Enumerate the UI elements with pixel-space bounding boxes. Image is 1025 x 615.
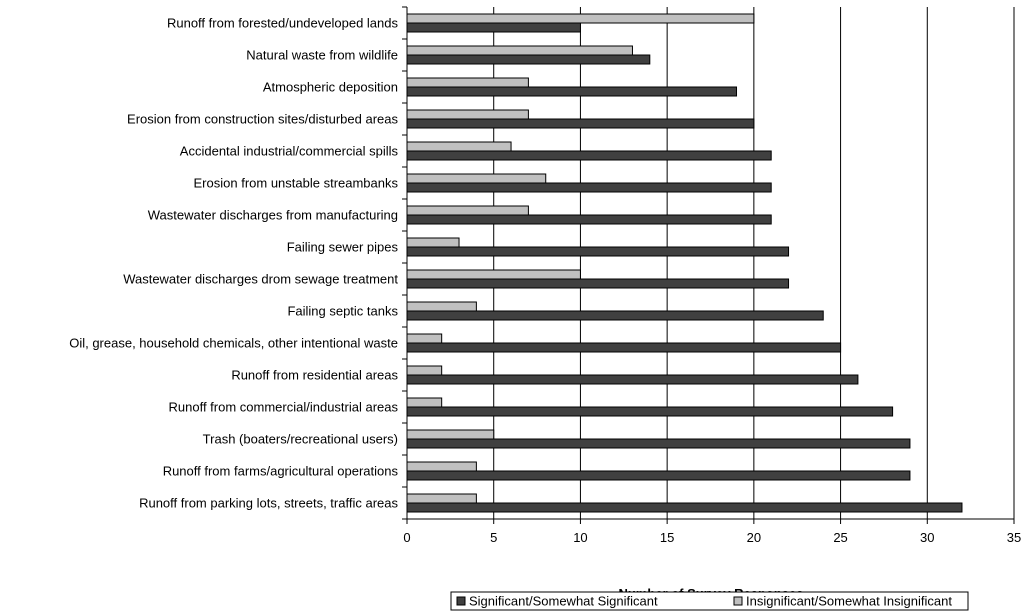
bar-insignificant-8 xyxy=(406,269,581,280)
category-label: Accidental industrial/commercial spills xyxy=(180,144,399,159)
bar-insignificant-0 xyxy=(406,13,755,24)
bar-significant-5 xyxy=(406,182,772,193)
category-label: Wastewater discharges drom sewage treatm… xyxy=(123,272,398,287)
category-label: Failing sewer pipes xyxy=(287,240,399,255)
bar-significant-3 xyxy=(406,118,755,129)
legend-box xyxy=(450,591,969,611)
bar-significant-12 xyxy=(406,406,894,417)
category-label: Erosion from unstable streambanks xyxy=(194,176,399,191)
category-label: Natural waste from wildlife xyxy=(246,48,398,63)
category-label: Oil, grease, household chemicals, other … xyxy=(69,336,398,351)
bar-insignificant-1 xyxy=(406,45,633,56)
category-label: Wastewater discharges from manufacturing xyxy=(148,208,398,223)
axes xyxy=(402,6,1015,524)
bar-insignificant-9 xyxy=(406,301,477,312)
x-tick-labels: 0 5 10 15 20 25 30 35 xyxy=(403,530,1021,545)
category-label: Runoff from farms/agricultural operation… xyxy=(163,464,399,479)
category-label: Runoff from parking lots, streets, traff… xyxy=(139,496,398,511)
bar-significant-14 xyxy=(406,470,911,481)
bar-significant-6 xyxy=(406,214,772,225)
legend-swatch-insignificant xyxy=(733,596,743,606)
bar-significant-15 xyxy=(406,502,963,513)
bar-insignificant-6 xyxy=(406,205,529,216)
bar-insignificant-15 xyxy=(406,493,477,504)
legend-label-significant: Significant/Somewhat Significant xyxy=(469,594,658,609)
x-tick-label-10: 10 xyxy=(573,530,587,545)
x-tick-label-30: 30 xyxy=(920,530,934,545)
bar-insignificant-5 xyxy=(406,173,547,184)
bar-insignificant-12 xyxy=(406,397,443,408)
bar-significant-10 xyxy=(406,342,842,353)
bar-insignificant-10 xyxy=(406,333,443,344)
category-label: Runoff from residential areas xyxy=(231,368,398,383)
bar-significant-2 xyxy=(406,86,738,97)
x-tick-label-15: 15 xyxy=(660,530,674,545)
bars xyxy=(406,13,963,513)
bar-significant-8 xyxy=(406,278,790,289)
x-tick-label-35: 35 xyxy=(1007,530,1021,545)
bar-significant-13 xyxy=(406,438,911,449)
bar-insignificant-14 xyxy=(406,461,477,472)
bar-significant-0 xyxy=(406,22,581,33)
x-tick-label-0: 0 xyxy=(403,530,410,545)
bar-insignificant-2 xyxy=(406,77,529,88)
bar-insignificant-7 xyxy=(406,237,460,248)
bar-insignificant-3 xyxy=(406,109,529,120)
legend-swatch-significant xyxy=(456,596,466,606)
category-labels: Runoff from forested/undeveloped lands Na… xyxy=(69,16,398,511)
category-label: Trash (boaters/recreational users) xyxy=(203,432,398,447)
category-label: Runoff from commercial/industrial areas xyxy=(168,400,398,415)
x-tick-label-20: 20 xyxy=(747,530,761,545)
x-tick-label-25: 25 xyxy=(833,530,847,545)
legend: Significant/Somewhat Significant Insignif… xyxy=(450,591,969,611)
bar-significant-7 xyxy=(406,246,790,257)
category-label: Failing septic tanks xyxy=(287,304,398,319)
bar-insignificant-11 xyxy=(406,365,443,376)
bar-insignificant-4 xyxy=(406,141,512,152)
x-tick-label-5: 5 xyxy=(490,530,497,545)
bar-significant-1 xyxy=(406,54,651,65)
bar-significant-4 xyxy=(406,150,772,161)
bar-significant-11 xyxy=(406,374,859,385)
bar-significant-9 xyxy=(406,310,824,321)
category-label: Runoff from forested/undeveloped lands xyxy=(167,16,399,31)
legend-label-insignificant: Insignificant/Somewhat Insignificant xyxy=(746,594,952,609)
category-label: Erosion from construction sites/disturbe… xyxy=(127,112,398,127)
bar-insignificant-13 xyxy=(406,429,495,440)
category-label: Atmospheric deposition xyxy=(263,80,398,95)
